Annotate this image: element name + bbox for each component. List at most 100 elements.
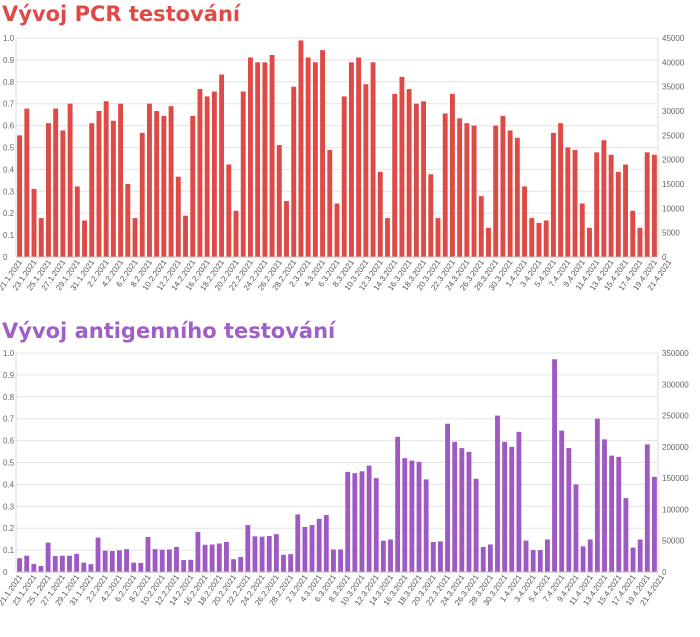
bar xyxy=(103,101,109,258)
bar xyxy=(209,544,215,572)
y-left-tick-label: 1.0 xyxy=(3,349,15,358)
bar xyxy=(139,132,145,257)
y-left-tick-label: 0.6 xyxy=(3,437,15,446)
bar xyxy=(486,227,491,257)
y-right-tick-label: 30000 xyxy=(662,107,685,116)
bar xyxy=(559,430,565,572)
y-left-tick-label: 0 xyxy=(3,253,8,262)
bar xyxy=(52,556,58,572)
bar xyxy=(602,439,607,572)
bar xyxy=(125,184,131,257)
bar xyxy=(550,132,556,257)
bar xyxy=(623,498,629,572)
bar xyxy=(356,57,362,257)
bar xyxy=(174,546,179,572)
bar xyxy=(110,120,116,257)
bar xyxy=(74,186,80,257)
bar xyxy=(216,543,222,572)
bar xyxy=(181,560,187,572)
y-left-tick-label: 0.9 xyxy=(3,56,15,65)
bar xyxy=(395,436,401,572)
bar xyxy=(190,115,196,258)
bar xyxy=(623,164,628,257)
y-left-tick-label: 0.2 xyxy=(3,209,15,218)
y-left-tick-label: 0.1 xyxy=(3,546,15,555)
y-right-tick-label: 0 xyxy=(662,253,667,262)
y-left-tick-label: 0.7 xyxy=(3,415,15,424)
bar xyxy=(545,539,550,572)
bar xyxy=(579,203,585,257)
bar xyxy=(147,103,152,257)
bar xyxy=(31,188,37,257)
bar xyxy=(421,101,427,258)
bar xyxy=(252,536,258,572)
y-left-tick-label: 0.3 xyxy=(3,187,15,196)
bar xyxy=(572,149,578,257)
bar xyxy=(74,553,80,572)
bar xyxy=(224,541,229,572)
bar xyxy=(273,534,279,572)
y-left-tick-label: 0.8 xyxy=(3,393,15,402)
y-right-tick-label: 200000 xyxy=(662,443,689,452)
bar xyxy=(17,135,23,257)
y-left-tick-label: 0.3 xyxy=(3,502,15,511)
bar xyxy=(138,562,144,572)
bar xyxy=(131,562,137,572)
bar xyxy=(82,220,87,257)
bar xyxy=(281,554,286,572)
bar xyxy=(67,555,72,572)
bar xyxy=(507,130,513,257)
bar xyxy=(159,549,165,572)
bar xyxy=(380,540,386,572)
bar xyxy=(536,222,542,257)
bar xyxy=(89,123,95,257)
y-right-tick-label: 15000 xyxy=(662,180,685,189)
bar xyxy=(245,525,251,572)
bar xyxy=(363,84,369,257)
y-left-tick-label: 0.6 xyxy=(3,122,15,131)
bar xyxy=(305,57,311,257)
bar xyxy=(430,541,436,572)
bar xyxy=(516,431,522,572)
y-right-tick-label: 50000 xyxy=(662,537,685,546)
antigen-chart-title: Vývoj antigenního testování xyxy=(2,319,336,343)
bar xyxy=(88,564,94,572)
y-left-tick-label: 0.8 xyxy=(3,78,15,87)
bar xyxy=(594,152,600,257)
bar xyxy=(480,546,486,572)
bar xyxy=(118,103,124,257)
bar xyxy=(543,220,549,257)
bar xyxy=(240,91,246,257)
bar xyxy=(341,96,347,258)
bar xyxy=(276,145,282,257)
bar xyxy=(338,549,343,572)
bar xyxy=(573,484,579,572)
bar xyxy=(502,441,508,572)
bar xyxy=(67,103,73,257)
bar xyxy=(152,549,158,572)
bar xyxy=(132,218,138,257)
bar xyxy=(377,171,383,257)
bar xyxy=(288,554,294,572)
bar xyxy=(81,562,87,572)
y-right-tick-label: 45000 xyxy=(662,34,685,43)
bar xyxy=(580,546,586,572)
bar xyxy=(59,555,65,572)
bar xyxy=(102,550,108,572)
bar xyxy=(537,550,543,572)
bar xyxy=(188,559,194,572)
bar xyxy=(644,152,650,257)
bar xyxy=(359,471,365,572)
bar xyxy=(493,125,499,257)
bar xyxy=(406,89,412,257)
bar xyxy=(154,111,160,257)
y-left-tick-label: 0 xyxy=(3,568,8,577)
bar xyxy=(373,478,379,572)
bar xyxy=(31,563,37,572)
y-right-tick-label: 0 xyxy=(662,568,667,577)
y-left-tick-label: 0.5 xyxy=(3,144,15,153)
antigen-testing-chart: 0 0.1 0.2 0.3 0.4 0.5 0.6 0.7 0.8 0.9 1.0 0 50000 100… xyxy=(0,349,689,607)
bar xyxy=(291,86,297,257)
bar xyxy=(298,40,304,258)
bar xyxy=(327,149,333,257)
